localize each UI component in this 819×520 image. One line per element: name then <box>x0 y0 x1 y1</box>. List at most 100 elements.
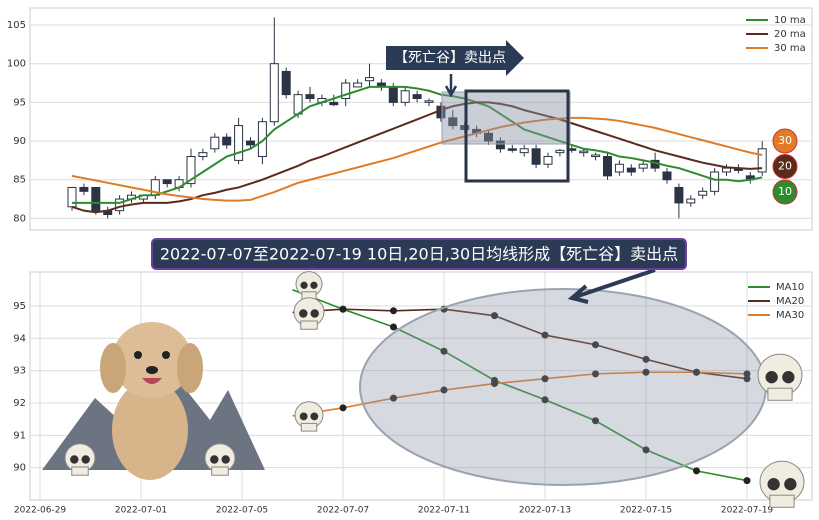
point <box>743 370 751 378</box>
point <box>541 331 549 339</box>
x-tick-label: 2022-07-13 <box>519 506 571 516</box>
banner-title: 2022-07-07至2022-07-19 10日,20日,30日均线形成【死亡… <box>160 245 678 264</box>
x-tick-label: 2022-07-19 <box>721 506 774 516</box>
point <box>541 396 549 404</box>
point <box>491 312 498 320</box>
candle-body <box>757 148 767 173</box>
candle-body <box>495 140 505 150</box>
ma-line <box>71 101 763 214</box>
point <box>592 341 599 349</box>
highlight-region <box>441 91 571 145</box>
candle-body <box>186 156 196 185</box>
end-label: 30 <box>778 134 792 147</box>
candle-body <box>365 77 374 82</box>
point <box>390 307 397 315</box>
point <box>440 347 448 355</box>
candle-body <box>162 179 172 185</box>
line <box>292 308 748 380</box>
point <box>390 394 397 402</box>
point <box>339 404 347 412</box>
y-tick-label: 95 <box>13 97 26 108</box>
point <box>440 386 448 394</box>
legend-label: 30 ma <box>774 43 806 54</box>
candle-body <box>614 163 624 173</box>
ma-line <box>72 85 763 204</box>
candle-body <box>555 149 565 154</box>
end-label: 10 <box>778 185 792 198</box>
candle-body <box>210 136 220 150</box>
candle-body <box>79 186 89 192</box>
candle-body <box>353 82 363 88</box>
point <box>592 417 599 425</box>
candle-body <box>543 156 553 165</box>
point <box>390 323 397 331</box>
candle-body <box>388 86 398 103</box>
y-tick-label: 80 <box>13 213 26 224</box>
candle-body <box>531 148 541 165</box>
candle-body <box>710 171 720 192</box>
ma-line <box>71 116 763 202</box>
banner-pointer <box>567 268 656 304</box>
point <box>339 305 347 313</box>
x-tick-label: 2022-06-29 <box>14 506 67 516</box>
candle-body <box>305 94 315 100</box>
annotation: 【死亡谷】卖出点 <box>394 50 506 66</box>
y-tick-label: 90 <box>13 136 26 147</box>
x-tick-label: 2022-07-11 <box>418 506 470 516</box>
point <box>541 375 549 383</box>
line <box>292 371 748 417</box>
candle-body <box>484 132 493 142</box>
legend-label: MA30 <box>776 310 804 321</box>
point <box>642 446 650 454</box>
banner-box <box>151 238 687 270</box>
point <box>592 370 599 378</box>
y-tick-label: 100 <box>7 59 26 70</box>
candle-body <box>269 63 279 123</box>
end-label-badge <box>772 154 798 179</box>
candle-body <box>341 82 351 100</box>
candle-body <box>257 121 267 158</box>
candle-body <box>603 156 612 177</box>
x-tick-label: 2022-07-15 <box>620 506 672 516</box>
point <box>642 355 650 363</box>
skull-illustrations <box>64 271 805 508</box>
point <box>693 368 700 376</box>
y-tick-label: 93 <box>13 366 26 377</box>
candle-body <box>674 186 684 204</box>
candle-body <box>281 70 291 96</box>
annotation-pointer <box>444 74 458 98</box>
dog-illustration <box>100 322 203 480</box>
candle-body <box>722 167 731 173</box>
candle-body <box>638 163 648 169</box>
candle-body <box>626 167 636 173</box>
point <box>693 467 700 475</box>
highlight-ellipse <box>359 288 767 486</box>
end-label-badge <box>772 179 798 205</box>
y-tick-label: 94 <box>13 333 26 344</box>
legend-label: MA20 <box>776 296 804 307</box>
candle-body <box>519 148 529 154</box>
y-tick-label: 91 <box>13 430 26 441</box>
candle-body <box>222 136 232 146</box>
x-tick-label: 2022-07-07 <box>317 506 369 516</box>
candle-body <box>412 94 422 100</box>
candle-body <box>686 198 696 204</box>
point <box>743 477 751 485</box>
x-tick-label: 2022-07-05 <box>216 506 268 516</box>
candle-body <box>448 117 458 127</box>
y-tick-label: 92 <box>13 398 26 409</box>
y-tick-label: 90 <box>13 463 26 474</box>
highlight-box <box>464 89 570 183</box>
candle-body <box>579 150 589 154</box>
x-tick-label: 2022-07-01 <box>115 506 167 516</box>
candle-body <box>424 100 434 103</box>
candle-body <box>591 154 601 158</box>
end-label-badge <box>772 128 798 154</box>
legend-label: 20 ma <box>774 29 806 40</box>
candle-body <box>329 101 339 106</box>
candle-body <box>662 171 672 181</box>
candle-body <box>400 90 410 103</box>
end-label: 20 <box>778 160 792 173</box>
legend-label: MA10 <box>776 282 804 293</box>
